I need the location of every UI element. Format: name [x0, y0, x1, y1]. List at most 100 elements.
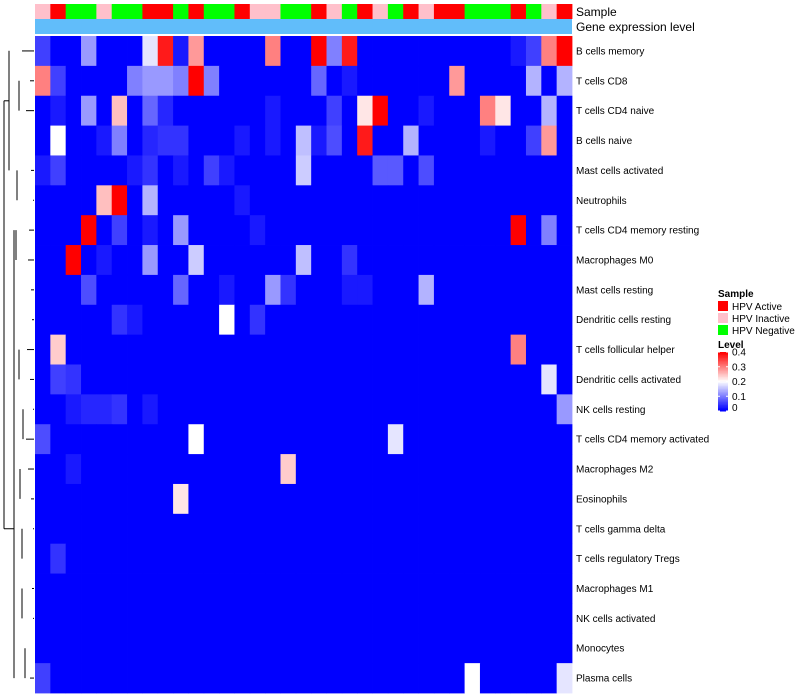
heatmap-cell	[111, 185, 128, 216]
heatmap-cell	[495, 513, 512, 545]
heatmap-cell	[418, 603, 435, 634]
row-label: Neutrophils	[576, 196, 627, 207]
heatmap-cell	[96, 543, 113, 574]
heatmap-cell	[449, 274, 465, 306]
sample-annotation-cell	[249, 4, 266, 19]
heatmap-cell	[234, 573, 251, 604]
heatmap-cell	[173, 424, 189, 455]
legend-gradient-segment	[718, 382, 728, 385]
heatmap-cell	[234, 394, 251, 425]
heatmap-cell	[311, 513, 327, 545]
heatmap-cell	[525, 95, 542, 126]
heatmap-cell	[249, 215, 266, 246]
sample-annotation-cell	[173, 4, 189, 19]
heatmap-cell	[81, 274, 97, 306]
heatmap-cell	[65, 36, 82, 67]
heatmap-cell	[449, 663, 465, 694]
heatmap-cell	[249, 633, 266, 664]
heatmap-cell	[449, 543, 465, 574]
heatmap-cell	[96, 633, 113, 664]
heatmap-cell	[510, 663, 527, 694]
heatmap-cell	[341, 245, 358, 276]
heatmap-cell	[433, 513, 450, 545]
heatmap-cell	[357, 603, 373, 634]
heatmap-cell	[81, 334, 97, 365]
heatmap-cell	[295, 125, 312, 156]
heatmap-cell	[173, 513, 189, 545]
heatmap-cell	[326, 155, 343, 186]
legend-sample-swatch	[718, 301, 728, 311]
heatmap-cell	[403, 573, 419, 604]
heatmap-cell	[295, 185, 312, 216]
heatmap-cell	[326, 65, 343, 97]
legend-level-tick-label: 0	[732, 403, 738, 414]
heatmap-cell	[372, 185, 389, 216]
heatmap-cell	[157, 274, 174, 306]
heatmap-cell	[541, 364, 558, 395]
heatmap-cell	[541, 663, 558, 694]
heatmap-cell	[173, 543, 189, 574]
heatmap-cell	[295, 155, 312, 186]
heatmap-cell	[173, 125, 189, 156]
heatmap-cell	[249, 424, 266, 455]
heatmap-cell	[556, 304, 573, 336]
heatmap-cell	[525, 394, 542, 425]
heatmap-cell	[341, 603, 358, 634]
heatmap-cell	[295, 245, 312, 276]
heatmap-cell	[127, 424, 143, 455]
heatmap-cell	[65, 274, 82, 306]
heatmap-cell	[234, 633, 251, 664]
heatmap-cell	[326, 125, 343, 156]
heatmap-cell	[96, 424, 113, 455]
heatmap-cell	[541, 215, 558, 246]
heatmap-cell	[372, 274, 389, 306]
heatmap-cell	[203, 513, 220, 545]
heatmap-cell	[111, 483, 128, 515]
heatmap-cell	[341, 304, 358, 336]
heatmap-cell	[357, 185, 373, 216]
heatmap-cell	[142, 334, 159, 365]
legend-gradient-segment	[718, 408, 728, 411]
heatmap-cell	[249, 394, 266, 425]
heatmap-cell	[265, 215, 281, 246]
heatmap-cell	[50, 334, 67, 365]
heatmap-cell	[372, 543, 389, 574]
heatmap-cell	[357, 36, 373, 67]
heatmap-cell	[541, 633, 558, 664]
heatmap-cell	[280, 424, 297, 455]
heatmap-cell	[157, 155, 174, 186]
heatmap-cell	[50, 274, 67, 306]
heatmap-cell	[142, 454, 159, 485]
heatmap-cell	[449, 394, 465, 425]
heatmap-cell	[372, 304, 389, 336]
sample-annotation-label: Sample	[576, 5, 617, 19]
heatmap-cell	[449, 215, 465, 246]
heatmap-cell	[479, 125, 496, 156]
heatmap-cell	[173, 663, 189, 694]
heatmap-cell	[449, 633, 465, 664]
heatmap-cell	[127, 185, 143, 216]
heatmap-cell	[111, 155, 128, 186]
heatmap-cell	[387, 36, 404, 67]
heatmap-cell	[219, 65, 235, 97]
heatmap-cell	[433, 663, 450, 694]
heatmap-cell	[111, 65, 128, 97]
heatmap-cell	[357, 215, 373, 246]
heatmap-cell	[127, 543, 143, 574]
heatmap-cell	[50, 364, 67, 395]
legend-gradient-segment	[718, 391, 728, 394]
heatmap-cell	[418, 663, 435, 694]
heatmap-cell	[96, 364, 113, 395]
sample-annotation-cell	[188, 4, 205, 19]
heatmap-cell	[510, 155, 527, 186]
heatmap-cell	[357, 274, 373, 306]
sample-annotation-cell	[418, 4, 435, 19]
heatmap-cell	[403, 334, 419, 365]
heatmap-cell	[387, 424, 404, 455]
heatmap-cell	[203, 95, 220, 126]
row-label: NK cells resting	[576, 405, 645, 416]
heatmap-cell	[541, 274, 558, 306]
row-label: B cells naive	[576, 136, 633, 147]
sample-annotation-cell	[219, 4, 235, 19]
heatmap-cell	[188, 543, 205, 574]
